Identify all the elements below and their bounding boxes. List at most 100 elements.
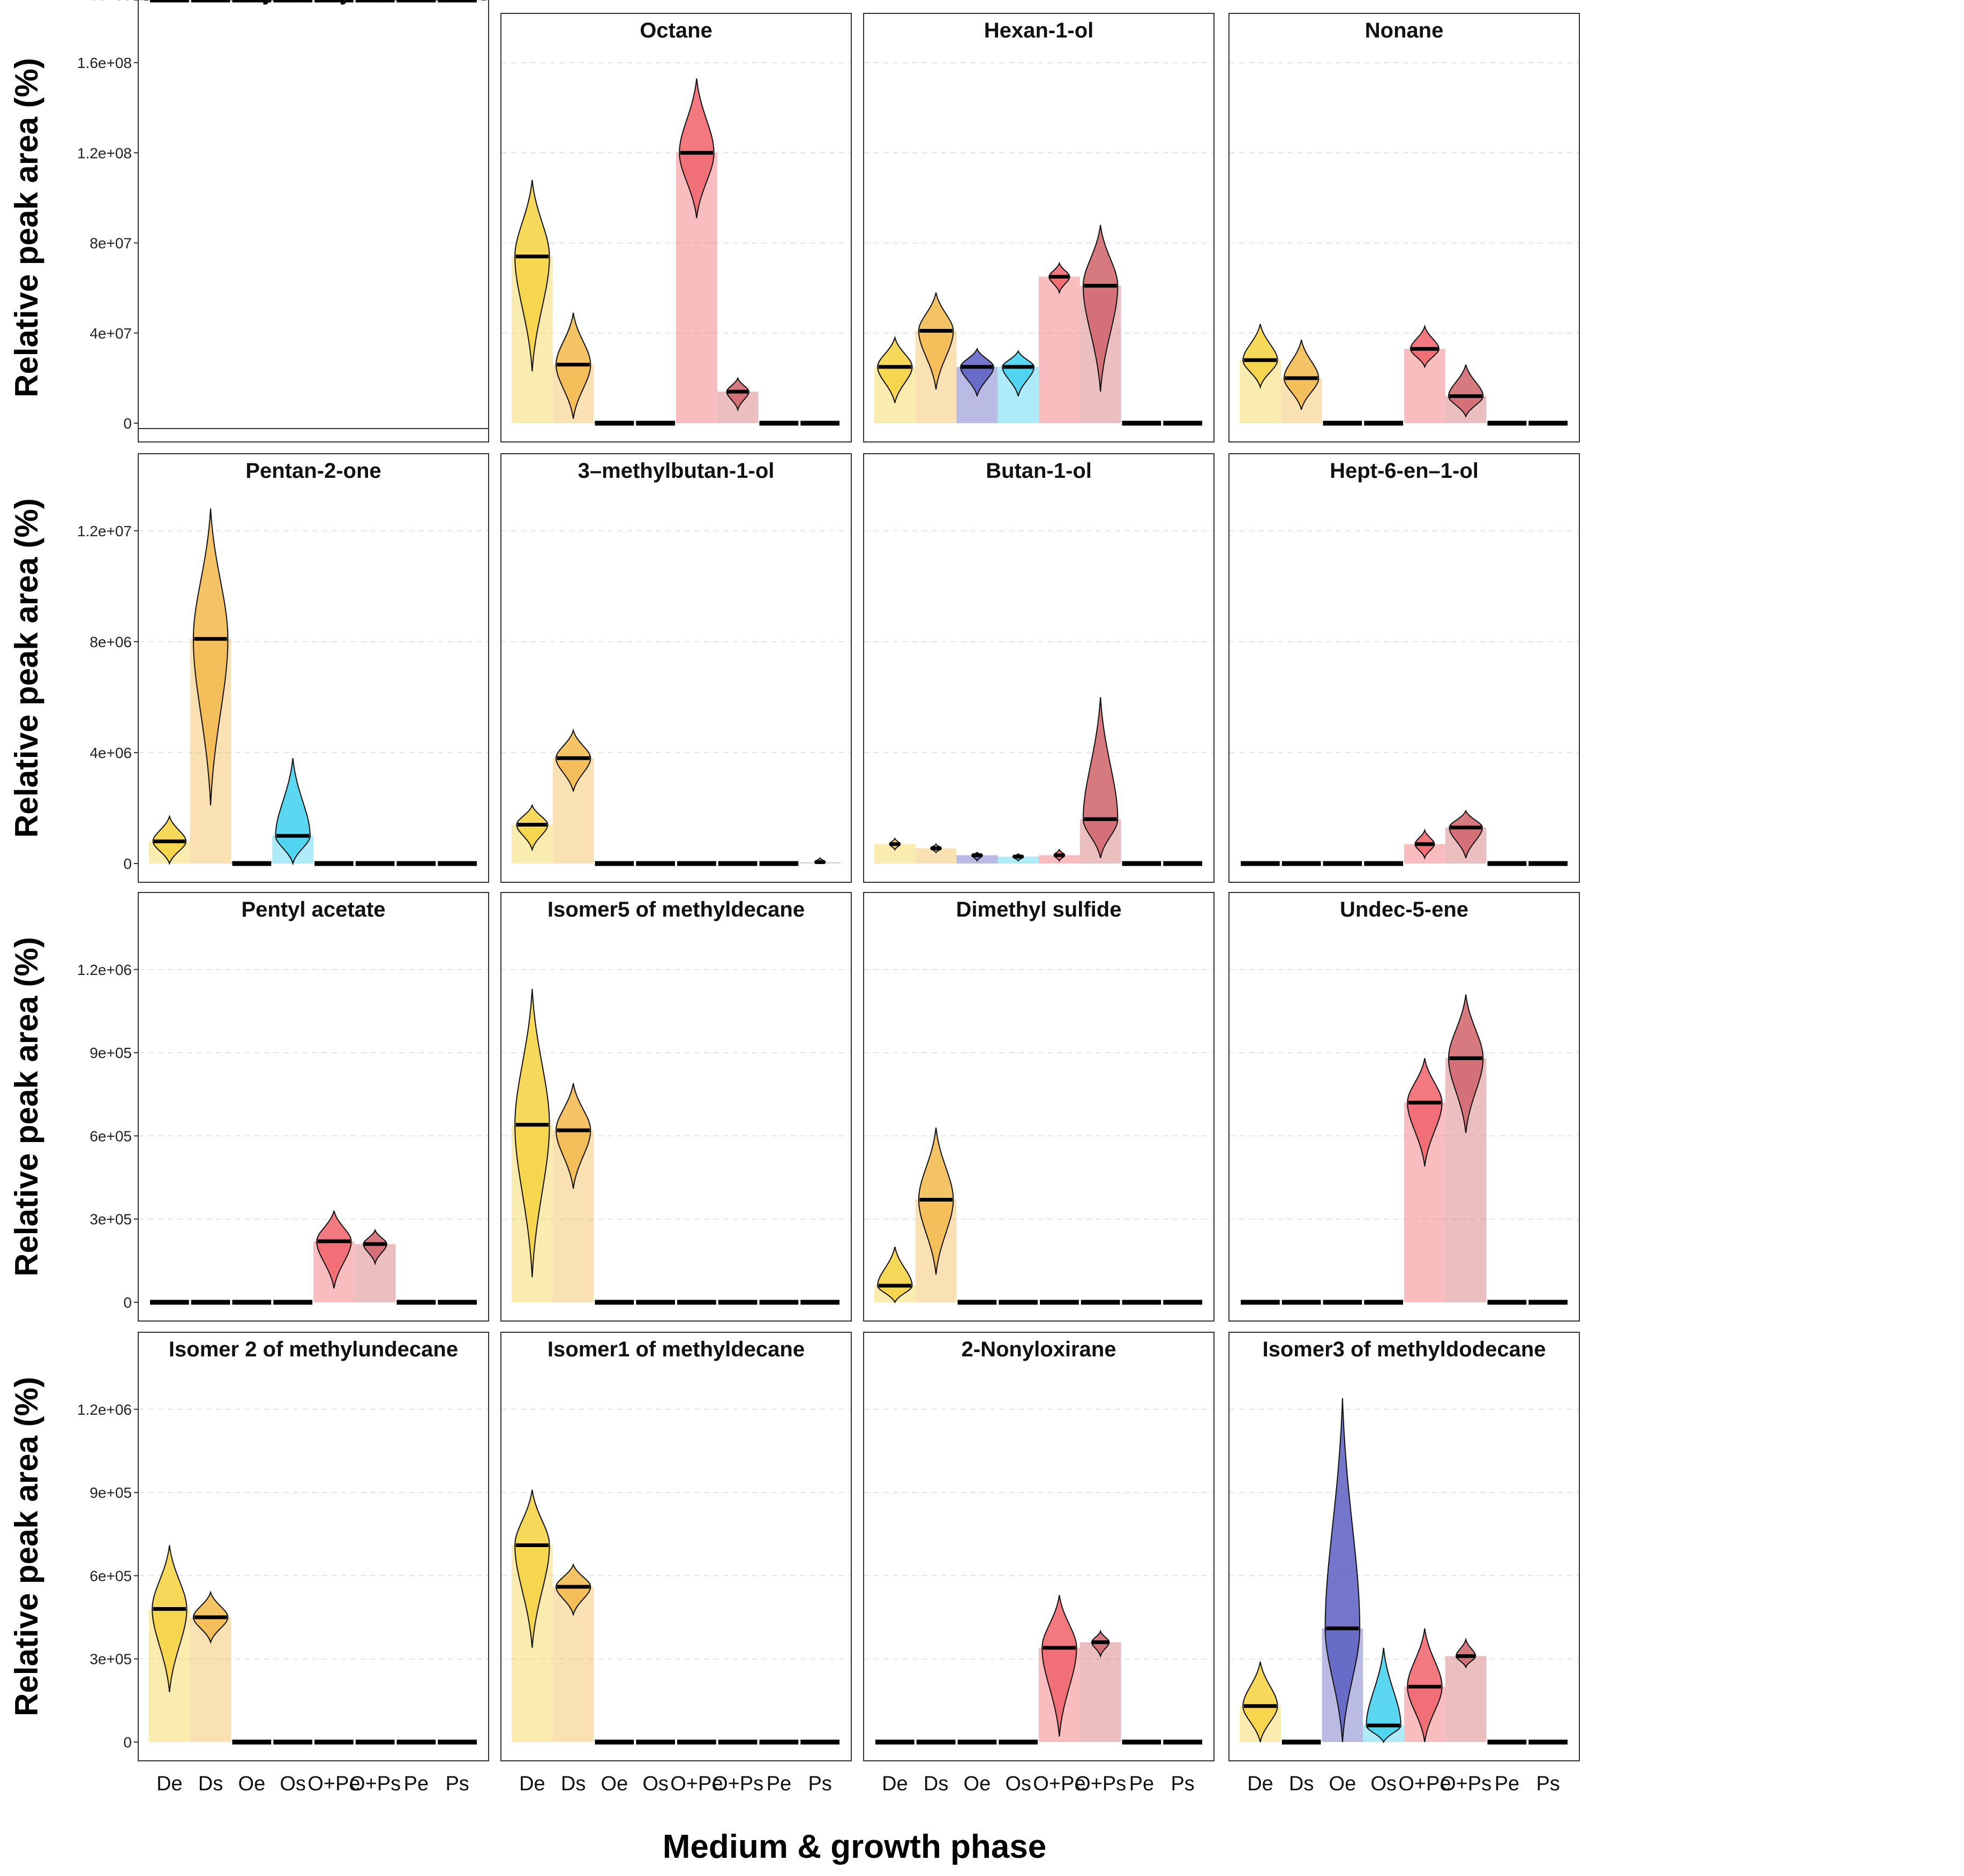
x-tick-label-oe: Oe bbox=[1329, 1773, 1356, 1795]
x-tick-label-o-pe: O+Pe bbox=[1398, 1773, 1451, 1795]
violin-ds bbox=[555, 1563, 591, 1617]
x-tick-label-o-ps: O+Ps bbox=[349, 1773, 401, 1795]
x-tick-label-pe: Pe bbox=[767, 1773, 791, 1795]
violin-o-ps bbox=[1449, 809, 1483, 858]
panel-frame bbox=[1228, 892, 1580, 1322]
y-tick-label: 3e+05 bbox=[89, 1651, 132, 1668]
panel-hept-6-en-1-ol: Hept-6-en–1-ol bbox=[1228, 453, 1580, 883]
violin-o-ps bbox=[726, 376, 749, 412]
bar-o-ps bbox=[1080, 1642, 1121, 1742]
x-tick-label-ps: Ps bbox=[445, 1773, 469, 1795]
y-axis-labels-layer: Relative peak area (%) Relative peak area… bbox=[9, 58, 44, 1716]
panel-title: Dimethyl sulfide bbox=[956, 898, 1122, 921]
panel-dimethyl-sulfide: Dimethyl sulfide bbox=[863, 892, 1215, 1322]
panel-title: Isomer3 of methyldodecane bbox=[1262, 1338, 1546, 1361]
panel-2-methyltetrahydrofuran: 2–methyltetrahydrofuran03e+056e+059e+051… bbox=[77, 0, 489, 429]
x-tick-label-os: Os bbox=[280, 1773, 306, 1795]
violin-ds bbox=[192, 508, 229, 806]
y-tick-label: 9e+05 bbox=[89, 1484, 132, 1501]
violin-de bbox=[1242, 1661, 1278, 1743]
y-tick-label: 1.2e+08 bbox=[77, 145, 132, 161]
panel-nonane: Nonane bbox=[1228, 13, 1580, 442]
panel-isomer3-of-methyldodecane: Isomer3 of methyldodecane De Ds Oe Os O+PeO+P… bbox=[1228, 1332, 1580, 1795]
x-tick-label-ds: Ds bbox=[924, 1773, 948, 1795]
violin-oe bbox=[959, 347, 994, 396]
violin-o-ps bbox=[1448, 994, 1484, 1134]
violin-de bbox=[514, 179, 550, 372]
y-tick-label: 1.2e+06 bbox=[77, 0, 132, 3]
bar-o-pe bbox=[1039, 276, 1080, 423]
y-axis-label-row-3: Relative peak area (%) bbox=[9, 937, 44, 1277]
violin-ds bbox=[918, 292, 954, 390]
x-tick-label-ps: Ps bbox=[1536, 1773, 1560, 1795]
violin-de bbox=[516, 804, 549, 852]
x-tick-label-de: De bbox=[519, 1773, 545, 1795]
x-tick-label-o-pe: O+Pe bbox=[670, 1773, 723, 1795]
violin-o-ps bbox=[1456, 1637, 1476, 1669]
x-tick-label-o-pe: O+Pe bbox=[308, 1773, 360, 1795]
y-axis-label-row-2: Relative peak area (%) bbox=[9, 498, 44, 838]
x-tick-label-o-pe: O+Pe bbox=[1033, 1773, 1085, 1795]
panel-undec-5-ene: Undec-5-ene bbox=[1228, 892, 1580, 1322]
y-tick-label: 6e+05 bbox=[89, 1567, 132, 1584]
panel-title: Butan-1-ol bbox=[986, 459, 1092, 483]
x-tick-label-os: Os bbox=[1370, 1773, 1397, 1795]
panel-pentan-2-one: Pentan-2-one 0 4e+06 8e+06 1.2e+07 bbox=[77, 453, 489, 883]
panel-octane: Octane bbox=[500, 13, 852, 442]
y-tick-label: 0 bbox=[123, 0, 132, 3]
violin-de bbox=[514, 1489, 550, 1648]
panel-isomer-2-of-methylundecane: Isomer 2 of methylundecane 0 3e+05 6e+05 9e+… bbox=[77, 1332, 489, 1795]
x-tick-label-os: Os bbox=[642, 1773, 669, 1795]
violin-de bbox=[877, 1247, 913, 1304]
y-tick-label: 0 bbox=[123, 415, 132, 432]
y-tick-label: 1.2e+07 bbox=[77, 523, 132, 539]
x-tick-label-ds: Ds bbox=[561, 1773, 586, 1795]
violin-o-pe bbox=[1410, 324, 1440, 369]
x-tick-label-de: De bbox=[882, 1773, 908, 1795]
panel-frame bbox=[500, 453, 852, 883]
y-tick-label: 6e+05 bbox=[89, 0, 132, 3]
x-tick-label-o-ps: O+Ps bbox=[712, 1773, 763, 1795]
violin-o-ps bbox=[1082, 224, 1119, 392]
panel-hexan-1-ol: Hexan-1-ol bbox=[863, 13, 1215, 442]
panels-layer: Carbon dioxide04e+078e+071.2e+081.6e+08O… bbox=[77, 0, 1580, 1795]
panel-frame bbox=[863, 13, 1215, 442]
panel-title: Hexan-1-ol bbox=[984, 19, 1094, 42]
x-axis-label: Medium & growth phase bbox=[663, 1828, 1046, 1865]
x-tick-label-pe: Pe bbox=[1495, 1773, 1519, 1795]
panel-title: Pentyl acetate bbox=[241, 898, 385, 921]
panel-frame bbox=[138, 1332, 489, 1761]
y-tick-label: 4e+06 bbox=[89, 745, 132, 761]
panel-title: Hept-6-en–1-ol bbox=[1330, 459, 1479, 483]
violin-o-pe bbox=[1041, 1595, 1077, 1737]
x-tick-label-ps: Ps bbox=[808, 1773, 831, 1795]
panel-title: Pentan-2-one bbox=[245, 459, 381, 483]
panel-title: Nonane bbox=[1365, 19, 1444, 42]
panel-isomer5-of-methyldecane: Isomer5 of methyldecane bbox=[500, 892, 852, 1322]
violin-o-ps bbox=[1448, 364, 1484, 418]
x-tick-label-ps: Ps bbox=[1171, 1773, 1194, 1795]
x-tick-label-de: De bbox=[156, 1773, 183, 1795]
x-tick-label-ds: Ds bbox=[198, 1773, 223, 1795]
panel-title: Octane bbox=[640, 19, 713, 42]
panel-title: 2-Nonyloxirane bbox=[962, 1338, 1116, 1361]
y-tick-label: 3e+05 bbox=[89, 0, 132, 3]
panel-frame bbox=[1228, 453, 1580, 883]
x-tick-label-os: Os bbox=[1005, 1773, 1031, 1795]
y-tick-label: 6e+05 bbox=[89, 1128, 132, 1144]
violin-de bbox=[1242, 324, 1278, 389]
x-tick-label-pe: Pe bbox=[1129, 1773, 1154, 1795]
y-tick-label: 1.2e+06 bbox=[77, 962, 132, 978]
panel-title: Isomer1 of methyldecane bbox=[548, 1338, 805, 1361]
violin-ds bbox=[555, 728, 591, 792]
panel-frame bbox=[138, 0, 489, 429]
panel-frame bbox=[1228, 1332, 1580, 1761]
y-tick-label: 0 bbox=[123, 1734, 132, 1751]
violin-de bbox=[152, 1545, 188, 1692]
x-tick-label-oe: Oe bbox=[601, 1773, 628, 1795]
panel-title: 2–methyltetrahydrofuran bbox=[187, 0, 439, 5]
y-tick-label: 1.6e+08 bbox=[77, 55, 132, 71]
violin-o-pe bbox=[316, 1210, 352, 1289]
